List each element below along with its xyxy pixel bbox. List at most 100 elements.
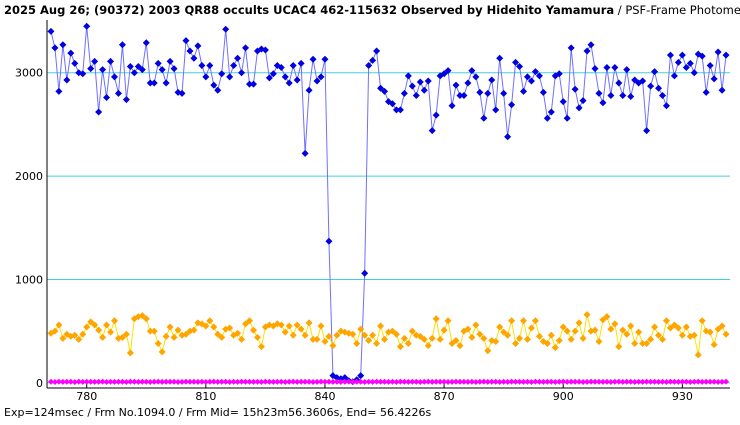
- point: [123, 379, 130, 386]
- point: [281, 328, 289, 336]
- point: [658, 91, 666, 99]
- point: [449, 378, 456, 385]
- point: [67, 49, 75, 57]
- point: [468, 67, 476, 75]
- point: [679, 378, 686, 385]
- point: [218, 70, 226, 78]
- point: [703, 378, 710, 385]
- point: [79, 70, 87, 78]
- point: [174, 326, 182, 334]
- point: [540, 378, 547, 385]
- point: [179, 378, 186, 385]
- point: [643, 378, 650, 385]
- point: [306, 378, 313, 385]
- point: [230, 378, 237, 385]
- point: [595, 337, 603, 345]
- point: [706, 328, 714, 336]
- point: [627, 92, 635, 100]
- point: [405, 378, 412, 385]
- point: [532, 378, 539, 385]
- point: [623, 330, 631, 338]
- point: [480, 114, 488, 122]
- point: [377, 322, 385, 330]
- point: [146, 79, 154, 87]
- x-tick-label: 840: [314, 390, 335, 403]
- point: [492, 378, 499, 385]
- point: [266, 378, 273, 385]
- point: [678, 331, 686, 339]
- point: [126, 63, 134, 71]
- point: [484, 89, 492, 97]
- point: [428, 334, 436, 342]
- point: [603, 313, 611, 321]
- point: [520, 378, 527, 385]
- point: [234, 378, 241, 385]
- point: [373, 47, 381, 55]
- point: [146, 327, 154, 335]
- point: [122, 330, 130, 338]
- point: [349, 378, 356, 385]
- point: [599, 378, 606, 385]
- y-tick-label: 2000: [15, 170, 43, 183]
- point: [543, 340, 551, 348]
- point: [560, 378, 567, 385]
- point: [392, 106, 400, 114]
- point: [388, 327, 396, 335]
- point: [186, 378, 193, 385]
- point: [400, 89, 408, 97]
- point: [194, 378, 201, 385]
- point: [75, 335, 83, 343]
- point: [397, 378, 404, 385]
- point: [99, 378, 106, 385]
- point: [662, 102, 670, 110]
- point: [508, 317, 516, 325]
- point: [313, 335, 321, 343]
- point: [258, 379, 265, 386]
- point: [166, 57, 174, 65]
- point: [190, 326, 198, 334]
- point: [83, 323, 91, 331]
- point: [317, 322, 325, 330]
- point: [607, 325, 615, 333]
- point: [655, 378, 662, 385]
- point: [222, 378, 229, 385]
- point: [575, 319, 583, 327]
- point: [722, 330, 730, 338]
- point: [417, 379, 424, 386]
- point: [674, 58, 682, 66]
- point: [290, 378, 297, 385]
- point: [718, 86, 726, 94]
- point: [690, 331, 698, 339]
- point: [480, 378, 487, 385]
- point: [421, 378, 428, 385]
- subtitle: / PSF-Frame Photometry /: [614, 3, 740, 17]
- point: [516, 334, 524, 342]
- point: [167, 378, 174, 385]
- point: [674, 324, 682, 332]
- point: [591, 378, 598, 385]
- point: [143, 378, 150, 385]
- point: [631, 340, 639, 348]
- point: [83, 22, 91, 30]
- point: [87, 318, 95, 326]
- point: [500, 328, 508, 336]
- point: [147, 379, 154, 386]
- point: [619, 378, 626, 385]
- point: [527, 324, 535, 332]
- point: [357, 378, 364, 385]
- point: [313, 77, 321, 85]
- point: [512, 340, 520, 348]
- point: [321, 378, 328, 385]
- point: [460, 91, 468, 99]
- point: [472, 379, 479, 386]
- point: [198, 61, 206, 69]
- point: [51, 44, 59, 52]
- point: [91, 57, 99, 65]
- point: [722, 51, 730, 59]
- point: [706, 61, 714, 69]
- point: [214, 378, 221, 385]
- point: [138, 312, 146, 320]
- point: [547, 331, 555, 339]
- point: [238, 335, 246, 343]
- point: [520, 317, 528, 325]
